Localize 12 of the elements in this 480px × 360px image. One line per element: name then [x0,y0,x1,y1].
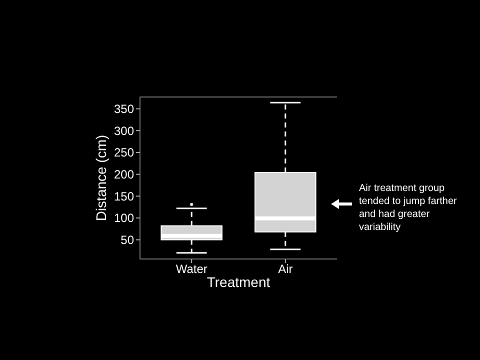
y-axis-title: Distance (cm) [93,134,109,222]
y-tick-label: 250 [114,146,134,160]
y-tick-label: 50 [120,232,134,247]
x-tick-label: Water [176,262,208,276]
x-tick-label: Air [278,262,293,276]
y-tick-label: 350 [114,102,134,116]
y-tick-label: 200 [114,167,134,182]
text: Air treatment group tended to jump farther and had greater variability [359,183,458,233]
x-axis-title: Treatment [206,274,270,290]
y-tick-label: 100 [114,211,134,226]
y-tick-label: 300 [114,124,134,138]
y-tick-label: 150 [114,189,134,204]
